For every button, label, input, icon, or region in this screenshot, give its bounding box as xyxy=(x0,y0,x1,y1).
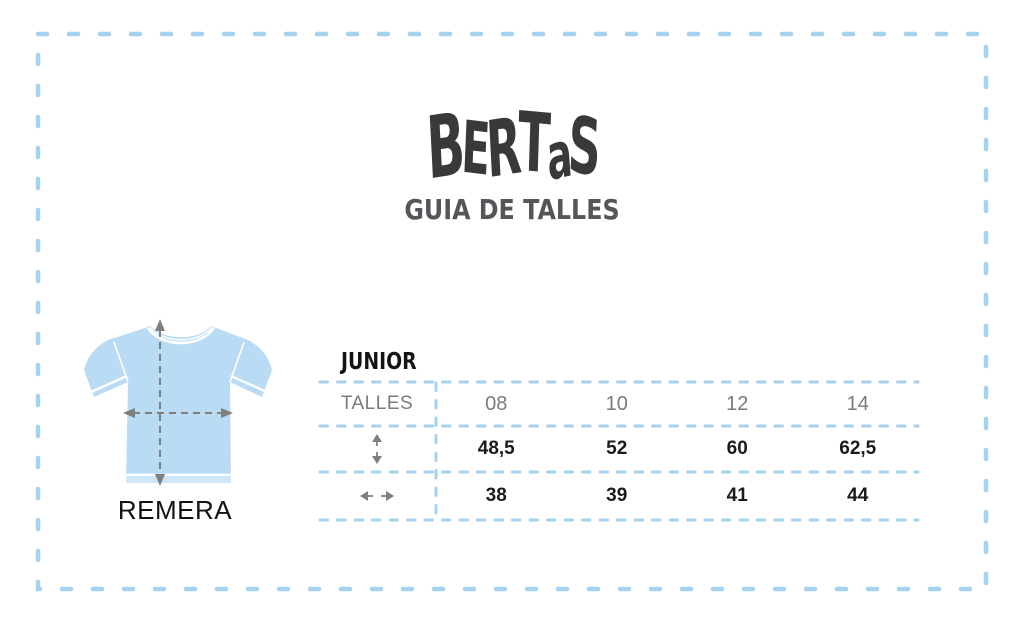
size-column-header: 10 xyxy=(605,392,628,415)
size-column-header: 12 xyxy=(726,392,749,415)
size-table: TALLES 08 10 12 14 48,5 52 60 62,5 38 39 xyxy=(318,382,918,520)
brand-logo: BERTAS xyxy=(424,94,600,200)
row-label-cell xyxy=(318,472,436,520)
product-label: REMERA xyxy=(117,495,233,525)
table-header-talles: TALLES xyxy=(340,393,414,414)
size-column-header: 14 xyxy=(846,392,869,415)
width-measure-arrow xyxy=(123,408,233,418)
length-measure-arrow xyxy=(155,319,165,486)
measure-cell: 41 xyxy=(726,485,748,506)
measure-cell: 52 xyxy=(606,438,628,459)
measure-cell: 62,5 xyxy=(839,438,877,459)
measure-cell: 38 xyxy=(485,485,507,506)
measure-cell: 39 xyxy=(606,485,628,506)
tshirt-illustration xyxy=(84,319,272,486)
row-label-cell xyxy=(318,426,436,472)
tshirt-hem-band xyxy=(126,477,231,483)
horizontal-arrows-icon xyxy=(360,491,394,501)
page-title: GUIA DE TALLES xyxy=(404,193,620,226)
tshirt-body xyxy=(84,326,272,483)
measure-cell: 44 xyxy=(847,485,869,506)
page-dashed-border xyxy=(35,31,989,592)
measure-cell: 60 xyxy=(726,438,748,459)
measure-cell: 48,5 xyxy=(477,438,515,459)
table-section-label: JUNIOR xyxy=(341,349,417,375)
tshirt-seams xyxy=(90,326,268,477)
size-column-header: 08 xyxy=(485,392,508,415)
vertical-arrows-icon xyxy=(372,434,382,464)
